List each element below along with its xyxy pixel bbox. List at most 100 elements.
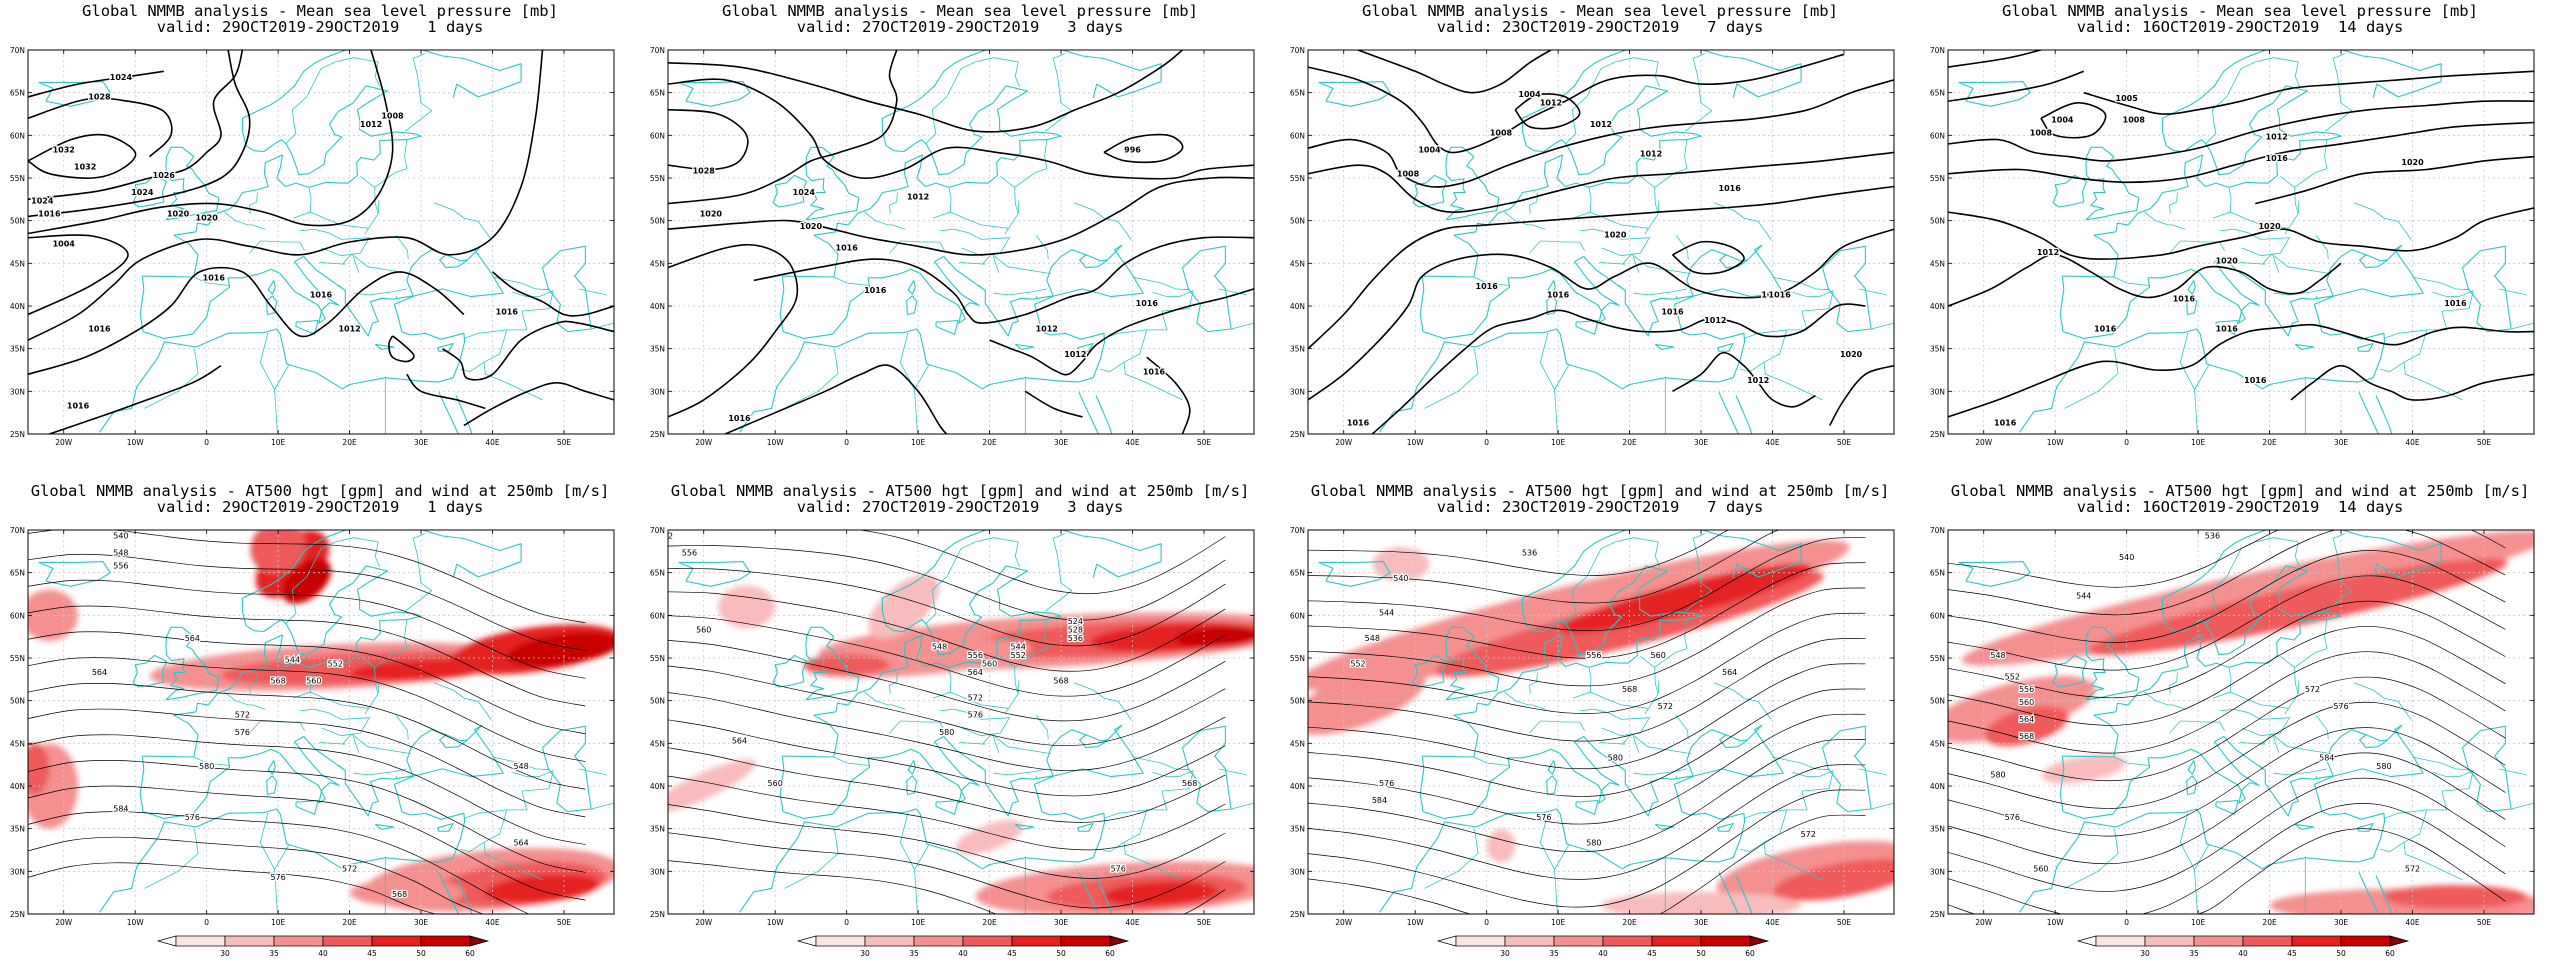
contour-label: 580 — [2376, 762, 2391, 771]
contour-label: 1024 — [131, 188, 154, 197]
longitude-tick-label: 0 — [1484, 918, 1489, 927]
contour-label: 1016 — [2216, 325, 2239, 334]
contour-line — [668, 50, 1183, 132]
latitude-tick-label: 40N — [1930, 302, 1945, 311]
contour-line — [2255, 157, 2534, 204]
latitude-tick-label: 50N — [1930, 697, 1945, 706]
contour-label: 552 — [1011, 651, 1026, 660]
colorbar-tick-label: 45 — [2287, 949, 2297, 958]
contour-label: 556 — [682, 549, 697, 558]
contour-label: 1004 — [1418, 145, 1441, 154]
longitude-tick-label: 40E — [1125, 438, 1140, 447]
longitude-tick-label: 10E — [1551, 438, 1566, 447]
longitude-tick-label: 10E — [911, 918, 926, 927]
contour-label: 580 — [199, 762, 214, 771]
contour-label: 556 — [1586, 651, 1601, 660]
latitude-tick-label: 55N — [650, 654, 665, 663]
latitude-tick-label: 40N — [1290, 302, 1305, 311]
graticule — [1308, 50, 1894, 434]
longitude-tick-label: 30E — [1694, 438, 1709, 447]
contour-label: 544 — [2076, 591, 2091, 600]
latitude-tick-label: 50N — [10, 697, 25, 706]
latitude-tick-label: 30N — [1290, 387, 1305, 396]
contour-label: 572 — [342, 864, 357, 873]
colorbar-tick-label: 45 — [367, 949, 377, 958]
contour-label: 1008 — [1490, 128, 1513, 137]
map-canvas: 540548556564564544 5525605685725765805765… — [0, 480, 640, 960]
latitude-tick-label: 25N — [1930, 910, 1945, 919]
contour-line — [1948, 753, 2505, 864]
longitude-tick-label: 40E — [1765, 438, 1780, 447]
latitude-tick-label: 35N — [650, 825, 665, 834]
map-frame — [668, 50, 1254, 434]
contour-label: 548 — [1990, 651, 2005, 660]
colorbar-tick-label: 40 — [2238, 949, 2248, 958]
latitude-tick-label: 70N — [10, 526, 25, 535]
contour-label: 1012 — [1747, 376, 1769, 385]
contour-label: 1012 — [1704, 316, 1726, 325]
contour-line — [1104, 135, 1183, 163]
coastlines — [39, 45, 591, 443]
contour-label: 1028 — [693, 167, 716, 176]
contour-label: 1004 — [1518, 90, 1541, 99]
wind-speed-colorbar: 30 35 40 45 50 60 — [158, 936, 488, 958]
contour-label: 1016 — [496, 308, 519, 317]
contour-line — [1308, 80, 1894, 187]
contour-line — [464, 383, 614, 426]
contour-line — [1308, 152, 1894, 212]
map-canvas: 5255656054855652452853654455256056456857… — [640, 480, 1280, 960]
latitude-tick-label: 25N — [650, 910, 665, 919]
contour-line — [668, 50, 897, 204]
contour-label: 1008 — [381, 111, 404, 120]
contour-label: 1016 — [2094, 325, 2117, 334]
contour-label: 564 — [2019, 715, 2034, 724]
contour-label: 576 — [968, 711, 983, 720]
latitude-tick-label: 65N — [1290, 569, 1305, 578]
contour-label: 556 — [113, 561, 128, 570]
longitude-tick-label: 10E — [1551, 918, 1566, 927]
colorbar-tick-label: 40 — [958, 949, 968, 958]
contour-label: 560 — [768, 779, 783, 788]
latitude-tick-label: 50N — [1930, 217, 1945, 226]
contour-label: 1016 — [1547, 290, 1570, 299]
contour-label: 568 — [1182, 779, 1197, 788]
latitude-tick-label: 65N — [650, 89, 665, 98]
contour-label: 1028 — [88, 92, 111, 101]
contour-line — [1830, 366, 1894, 426]
longitude-tick-label: 30E — [2334, 918, 2349, 927]
contour-label: 540 — [113, 532, 128, 541]
longitude-tick-label: 10E — [2191, 438, 2206, 447]
longitude-tick-label: 0 — [2124, 918, 2129, 927]
contour-label: 568 — [270, 677, 285, 686]
contour-line — [668, 245, 797, 417]
colorbar-tick-label: 60 — [2385, 949, 2395, 958]
latitude-tick-label: 60N — [10, 131, 25, 140]
contour-label: 584 — [1372, 796, 1387, 805]
latitude-tick-label: 55N — [10, 174, 25, 183]
latitude-tick-label: 35N — [10, 825, 25, 834]
graticule — [668, 50, 1254, 434]
longitude-tick-label: 50E — [1837, 918, 1852, 927]
latitude-tick-label: 65N — [650, 569, 665, 578]
longitude-tick-label: 20E — [1622, 918, 1637, 927]
longitude-tick-label: 20E — [2262, 918, 2277, 927]
contour-label: 576 — [2005, 813, 2020, 822]
contour-label: 580 — [1586, 839, 1601, 848]
latitude-tick-label: 60N — [1290, 611, 1305, 620]
contour-line — [754, 237, 1254, 323]
longitude-tick-label: 20E — [342, 438, 357, 447]
longitude-tick-label: 10E — [2191, 918, 2206, 927]
latitude-tick-label: 60N — [10, 611, 25, 620]
longitude-tick-label: 10W — [127, 438, 145, 447]
latitude-tick-label: 55N — [1930, 654, 1945, 663]
longitude-tick-label: 20W — [1975, 918, 1993, 927]
z500-map-panel-2: Global NMMB analysis - AT500 hgt [gpm] a… — [640, 480, 1280, 960]
latitude-tick-label: 40N — [10, 302, 25, 311]
contour-line — [1358, 50, 1551, 93]
z500-map-panel-4: Global NMMB analysis - AT500 hgt [gpm] a… — [1920, 480, 2560, 960]
contour-line — [1948, 208, 2534, 259]
contour-label: 572 — [1658, 702, 1673, 711]
contour-label: 560 — [696, 625, 711, 634]
colorbar-tick-label: 50 — [2336, 949, 2346, 958]
contour-label: 996 — [1124, 145, 1141, 154]
